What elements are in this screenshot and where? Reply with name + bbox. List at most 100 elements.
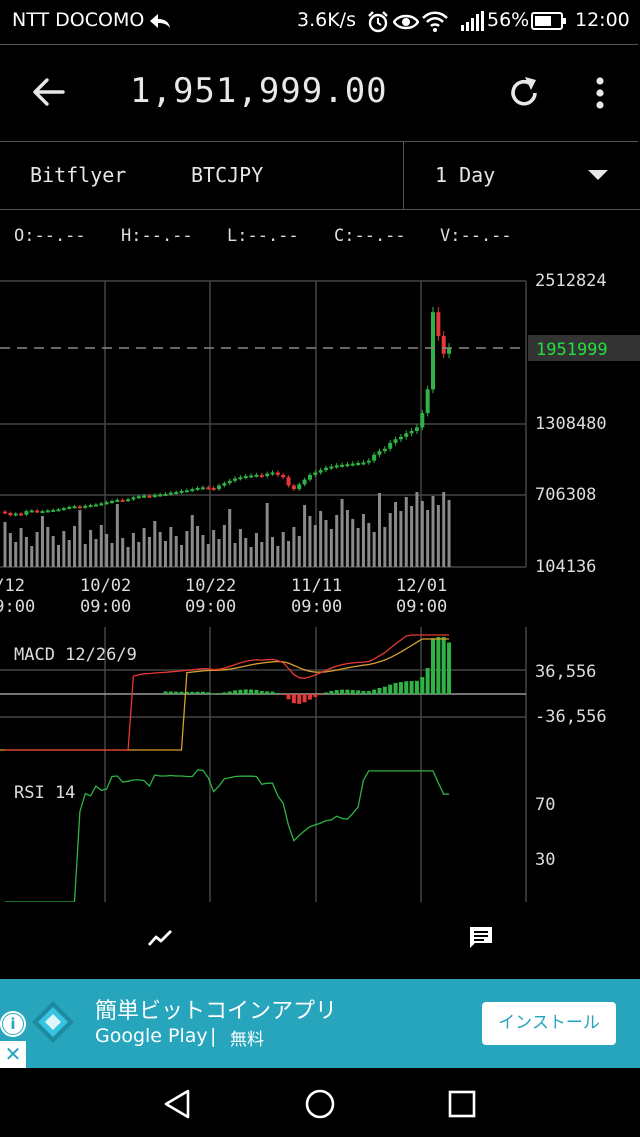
macd-histogram-bar: [436, 637, 441, 694]
recents-square-icon[interactable]: [448, 1090, 476, 1118]
candle: [195, 487, 200, 490]
volume-bar: [212, 530, 216, 567]
candle: [340, 464, 345, 467]
ad-banner[interactable]: i ✕ 簡単ビットコインアプリ Google Play | 無料 インストール: [0, 979, 640, 1068]
volume-bar: [217, 539, 221, 567]
candle: [61, 508, 66, 511]
volume-bar: [3, 522, 7, 567]
x-label-date: 9/12: [0, 576, 25, 596]
refresh-icon[interactable]: [508, 76, 542, 110]
signal-icon: [461, 11, 484, 31]
macd-histogram-bar: [350, 689, 355, 694]
candle: [67, 506, 72, 509]
candle: [291, 485, 296, 490]
volume-bar: [14, 542, 18, 567]
volume-bar: [57, 545, 60, 567]
ad-info-badge[interactable]: i: [0, 1011, 26, 1037]
candle: [120, 499, 125, 502]
candle: [147, 495, 152, 498]
chart-line-icon[interactable]: [147, 928, 173, 948]
macd-histogram-bar: [184, 691, 189, 694]
close-value: C:--.--: [334, 226, 406, 246]
macd-chart[interactable]: MACD 12/26/9 36,556 -36,556: [0, 627, 640, 764]
volume-bar: [35, 532, 39, 567]
volume-bar: [62, 531, 66, 567]
macd-histogram-bar: [324, 692, 328, 694]
macd-histogram-bar: [297, 694, 302, 704]
toolbar: 1,951,999.00: [0, 44, 638, 142]
price-chart[interactable]: 1951999 2512824 1308480 706308 104136 9/…: [0, 270, 640, 620]
volume-bar: [201, 535, 205, 567]
macd-histogram-bar: [393, 682, 398, 694]
macd-y-label-top: 36,556: [535, 662, 596, 682]
info-icon: i: [2, 1013, 24, 1035]
candle: [307, 474, 312, 480]
macd-histogram-bar: [222, 692, 227, 694]
macd-histogram-bar: [227, 691, 232, 694]
y-label-3: 706308: [535, 485, 596, 505]
candle: [163, 493, 168, 496]
volume-bar: [190, 515, 194, 567]
macd-histogram-bar: [318, 694, 323, 695]
macd-histogram-bar: [270, 691, 275, 694]
volume-bar: [356, 528, 360, 567]
candle: [136, 496, 141, 499]
macd-histogram-bar: [441, 637, 446, 694]
candle: [152, 495, 157, 498]
y-label-bottom: 104136: [535, 557, 596, 577]
message-icon[interactable]: [468, 925, 494, 951]
macd-histogram-bar: [249, 689, 254, 694]
macd-histogram-bar: [275, 692, 280, 694]
pair-label: BTCJPY: [191, 163, 264, 187]
volume-bar: [265, 503, 269, 567]
candle: [93, 504, 98, 507]
candle: [238, 477, 243, 480]
candle: [174, 492, 179, 495]
volume-bar: [292, 527, 296, 567]
candle: [24, 511, 29, 515]
candle: [302, 479, 307, 485]
install-button[interactable]: インストール: [482, 1002, 616, 1045]
x-label-date: 12/01: [396, 576, 447, 596]
exchange-label: Bitflyer: [30, 163, 127, 187]
volume-bar: [410, 506, 414, 567]
close-icon[interactable]: ✕: [0, 1041, 26, 1068]
macd-line: [5, 634, 449, 751]
home-circle-icon[interactable]: [304, 1088, 336, 1120]
volume-bar: [399, 511, 403, 567]
candle: [13, 513, 18, 516]
macd-histogram-bar: [195, 691, 200, 694]
arrow-left-icon[interactable]: [32, 77, 66, 107]
current-price: 1,951,999.00: [130, 71, 388, 111]
volume-bar: [206, 544, 210, 567]
share-icon: [150, 14, 170, 28]
volume-bar: [126, 547, 130, 567]
volume-value: V:--.--: [440, 226, 512, 246]
volume-bar: [319, 511, 323, 567]
x-label-date: 10/22: [185, 576, 236, 596]
macd-histogram-bar: [217, 693, 221, 695]
candle: [334, 465, 339, 468]
candle: [388, 442, 393, 449]
rsi-chart[interactable]: RSI 14 70 30: [0, 764, 640, 902]
macd-histogram-bar: [291, 694, 296, 704]
volume-bar: [260, 542, 264, 567]
volume-bar: [383, 527, 387, 567]
macd-histogram-bar: [377, 687, 382, 694]
macd-histogram-bar: [340, 689, 345, 694]
volume-bar: [24, 537, 28, 567]
back-triangle-icon[interactable]: [162, 1088, 192, 1120]
more-vertical-icon[interactable]: [590, 77, 610, 111]
volume-bar: [367, 523, 371, 567]
exchange-pair-selector[interactable]: Bitflyer BTCJPY: [0, 141, 404, 209]
volume-bar: [313, 525, 317, 567]
volume-bar: [115, 504, 119, 567]
candle: [275, 472, 280, 475]
candle: [131, 497, 136, 500]
volume-bar: [228, 509, 232, 567]
macd-histogram-bar: [366, 691, 371, 694]
candle: [350, 463, 355, 466]
candle: [115, 499, 120, 502]
interval-dropdown[interactable]: 1 Day: [405, 141, 640, 209]
candle: [356, 463, 361, 466]
